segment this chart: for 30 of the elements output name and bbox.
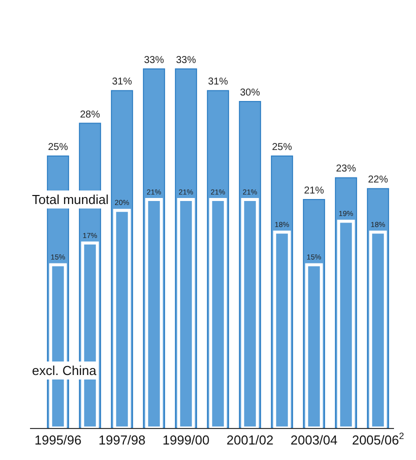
- data-label: 31%: [208, 76, 228, 88]
- data-label: 20%: [114, 198, 130, 208]
- data-label: 21%: [146, 187, 162, 196]
- data-label: 23%: [336, 164, 356, 175]
- x-tick-label: 2005/06$^{2}$: [352, 431, 404, 448]
- series-label: excl. China: [32, 363, 98, 378]
- data-label: 28%: [80, 109, 100, 120]
- x-tick-label: 2001/02: [226, 432, 274, 448]
- series-label: Total mundial: [32, 192, 109, 207]
- data-label: 19%: [338, 209, 354, 218]
- data-label: 33%: [144, 54, 164, 66]
- data-label: 21%: [210, 187, 226, 196]
- x-tick-label: 1997/98: [98, 432, 146, 448]
- data-label: 33%: [176, 54, 196, 66]
- data-label: 30%: [240, 88, 260, 99]
- data-label: 17%: [82, 230, 98, 240]
- data-label: 15%: [50, 252, 66, 262]
- data-label: 21%: [304, 185, 324, 196]
- data-label: 18%: [274, 220, 290, 229]
- data-label: 22%: [368, 174, 388, 186]
- data-label: 25%: [272, 142, 292, 153]
- data-label: 31%: [112, 76, 132, 88]
- data-label: 25%: [48, 142, 68, 153]
- x-tick-label: 2003/04: [290, 432, 338, 448]
- data-label: 18%: [370, 220, 386, 229]
- x-tick-label: 1995/96: [34, 432, 82, 448]
- data-label: 21%: [178, 187, 194, 196]
- data-label: 15%: [306, 252, 322, 262]
- x-tick-label: 1999/00: [162, 432, 210, 448]
- data-label: 21%: [242, 187, 258, 196]
